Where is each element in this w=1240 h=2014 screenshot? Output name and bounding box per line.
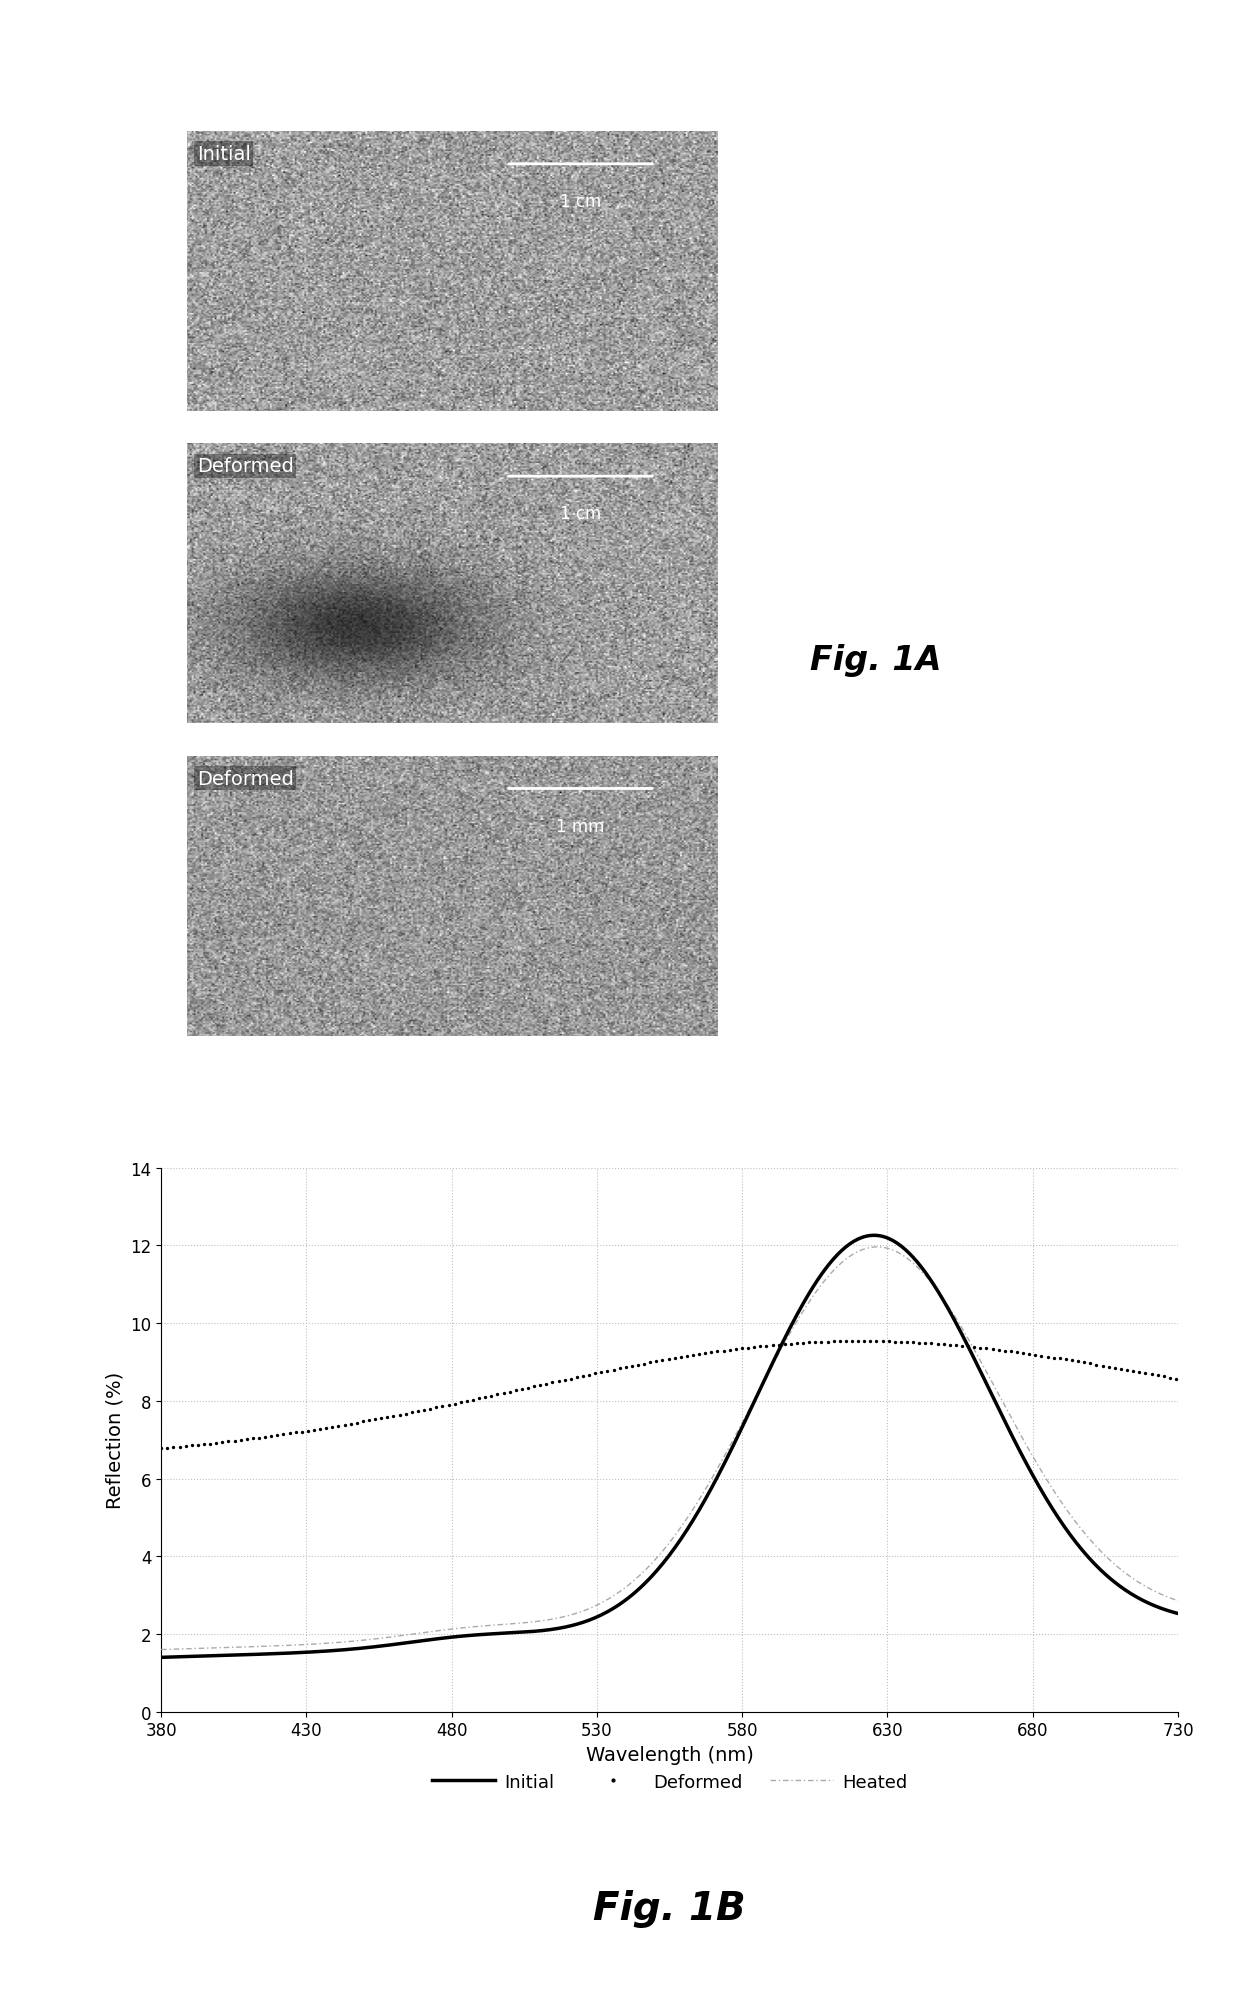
Text: Initial: Initial bbox=[197, 145, 250, 163]
Heated bbox=[642, 1553, 657, 1577]
Initial bbox=[636, 1573, 651, 1597]
Line: Initial: Initial bbox=[161, 1237, 1178, 1658]
Heated bbox=[759, 1365, 774, 1390]
Text: Deformed: Deformed bbox=[197, 457, 294, 475]
Deformed bbox=[990, 1337, 1004, 1361]
Line: Deformed: Deformed bbox=[159, 1339, 1180, 1450]
Heated bbox=[704, 1468, 719, 1492]
Initial bbox=[759, 1363, 774, 1388]
Text: Deformed: Deformed bbox=[197, 769, 294, 787]
Heated bbox=[1171, 1589, 1185, 1613]
Initial bbox=[990, 1394, 1004, 1418]
Text: Fig. 1B: Fig. 1B bbox=[593, 1889, 746, 1927]
Text: Fig. 1A: Fig. 1A bbox=[810, 644, 941, 677]
Initial bbox=[704, 1476, 719, 1500]
Legend: Initial, Deformed, Heated: Initial, Deformed, Heated bbox=[424, 1766, 915, 1799]
Initial bbox=[642, 1567, 657, 1591]
Initial bbox=[1171, 1601, 1185, 1625]
Heated bbox=[1148, 1579, 1163, 1603]
Heated bbox=[990, 1380, 1004, 1404]
Heated bbox=[154, 1637, 169, 1662]
Deformed bbox=[704, 1341, 719, 1365]
Deformed bbox=[759, 1333, 774, 1357]
Deformed bbox=[1148, 1363, 1163, 1388]
X-axis label: Wavelength (nm): Wavelength (nm) bbox=[585, 1746, 754, 1764]
Text: 1 cm: 1 cm bbox=[560, 506, 601, 524]
Deformed bbox=[1171, 1368, 1185, 1392]
Deformed bbox=[154, 1436, 169, 1460]
Initial bbox=[1148, 1595, 1163, 1619]
Text: 1 mm: 1 mm bbox=[557, 818, 605, 836]
Deformed bbox=[854, 1329, 869, 1353]
Line: Heated: Heated bbox=[161, 1247, 1178, 1649]
Text: 1 cm: 1 cm bbox=[560, 193, 601, 211]
Heated bbox=[636, 1559, 651, 1583]
Y-axis label: Reflection (%): Reflection (%) bbox=[105, 1372, 125, 1508]
Initial bbox=[154, 1645, 169, 1670]
Initial bbox=[867, 1225, 882, 1249]
Deformed bbox=[636, 1351, 651, 1376]
Deformed bbox=[642, 1351, 657, 1376]
Heated bbox=[869, 1235, 884, 1259]
